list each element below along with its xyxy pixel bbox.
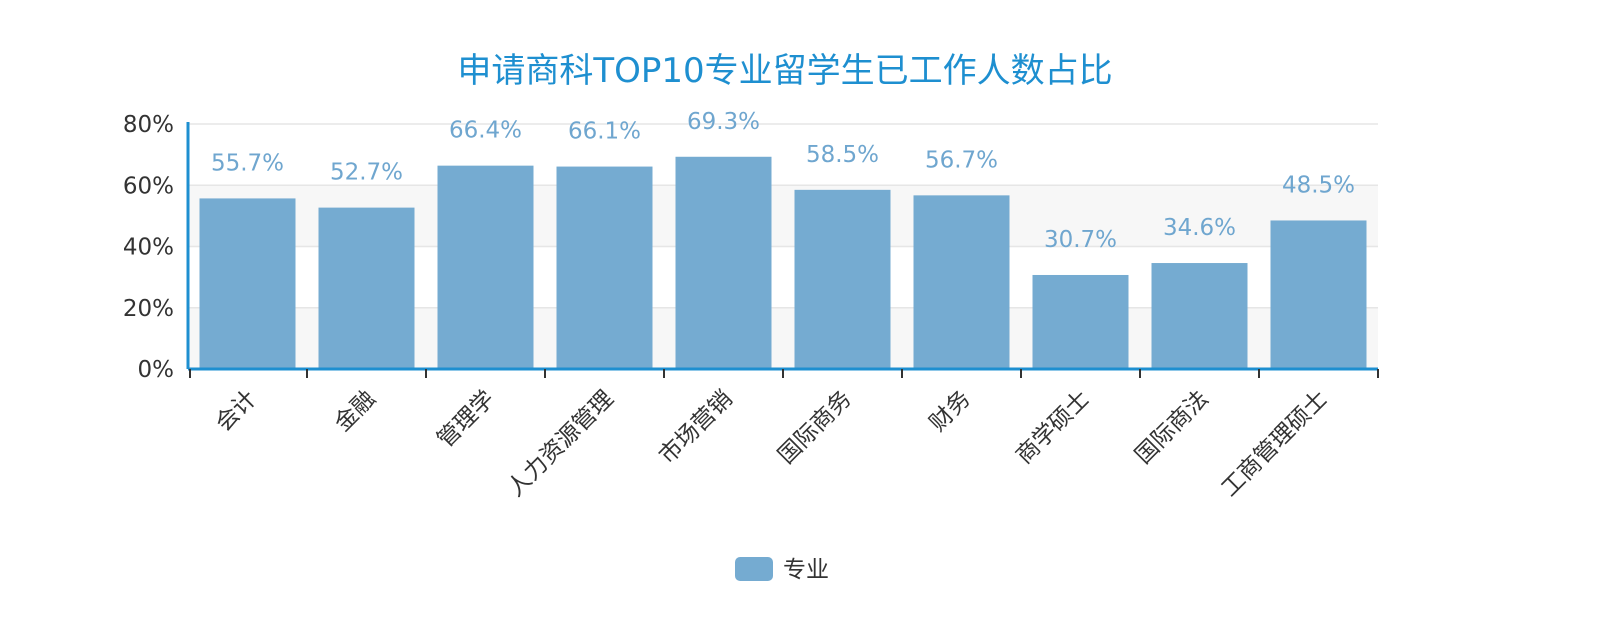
legend-label[interactable]: 专业 <box>783 557 829 583</box>
data-label: 34.6% <box>1163 215 1236 241</box>
data-label: 55.7% <box>211 150 284 176</box>
y-tick-label: 60% <box>123 173 174 199</box>
bar[interactable] <box>1270 220 1367 369</box>
data-label: 30.7% <box>1044 227 1117 253</box>
data-labels: 55.7% 52.7% 66.4% 66.1% 69.3% 58.5% 56.7% 30.7%… <box>211 109 1355 253</box>
bar[interactable] <box>794 189 891 369</box>
bar[interactable] <box>437 165 534 369</box>
data-label: 66.1% <box>568 119 641 145</box>
data-label: 58.5% <box>806 142 879 168</box>
data-label: 48.5% <box>1282 172 1355 198</box>
y-axis-ticks: 0% 20% 40% 60% 80% <box>123 112 174 383</box>
bar[interactable] <box>318 207 415 369</box>
x-tick-label: 市场营销 <box>654 386 737 469</box>
y-tick-label: 80% <box>123 112 174 138</box>
x-tick-label: 人力资源管理 <box>503 386 619 502</box>
data-label: 52.7% <box>330 160 403 186</box>
legend[interactable]: 专业 <box>735 557 829 583</box>
x-tick-label: 国际商法 <box>1130 386 1213 469</box>
bar[interactable] <box>199 198 296 369</box>
bar[interactable] <box>556 166 653 369</box>
x-tick-label: 国际商务 <box>773 386 856 469</box>
x-tick-label: 财务 <box>925 386 976 437</box>
legend-swatch[interactable] <box>735 557 773 581</box>
bars <box>199 156 1367 369</box>
y-tick-label: 20% <box>123 296 174 322</box>
x-tick-label: 工商管理硕士 <box>1217 386 1333 502</box>
x-tick-label: 管理学 <box>433 386 500 453</box>
data-label: 66.4% <box>449 118 522 144</box>
x-tick-label: 金融 <box>330 386 381 437</box>
x-tick-label: 商学硕士 <box>1011 386 1094 469</box>
bar[interactable] <box>913 195 1010 369</box>
chart-title: 申请商科TOP10专业留学生已工作人数占比 <box>457 51 1112 91</box>
y-tick-label: 40% <box>123 235 174 261</box>
axes <box>186 122 1379 378</box>
data-label: 56.7% <box>925 147 998 173</box>
y-tick-label: 0% <box>138 357 175 383</box>
bar[interactable] <box>1032 274 1129 369</box>
x-tick-label: 会计 <box>211 386 262 437</box>
bar[interactable] <box>675 156 772 369</box>
bar[interactable] <box>1151 263 1248 369</box>
x-axis-ticks: 会计 金融 管理学 人力资源管理 市场营销 国际商务 财务 商学硕士 国际商法 工商管理硕士 <box>211 386 1333 502</box>
data-label: 69.3% <box>687 109 760 135</box>
